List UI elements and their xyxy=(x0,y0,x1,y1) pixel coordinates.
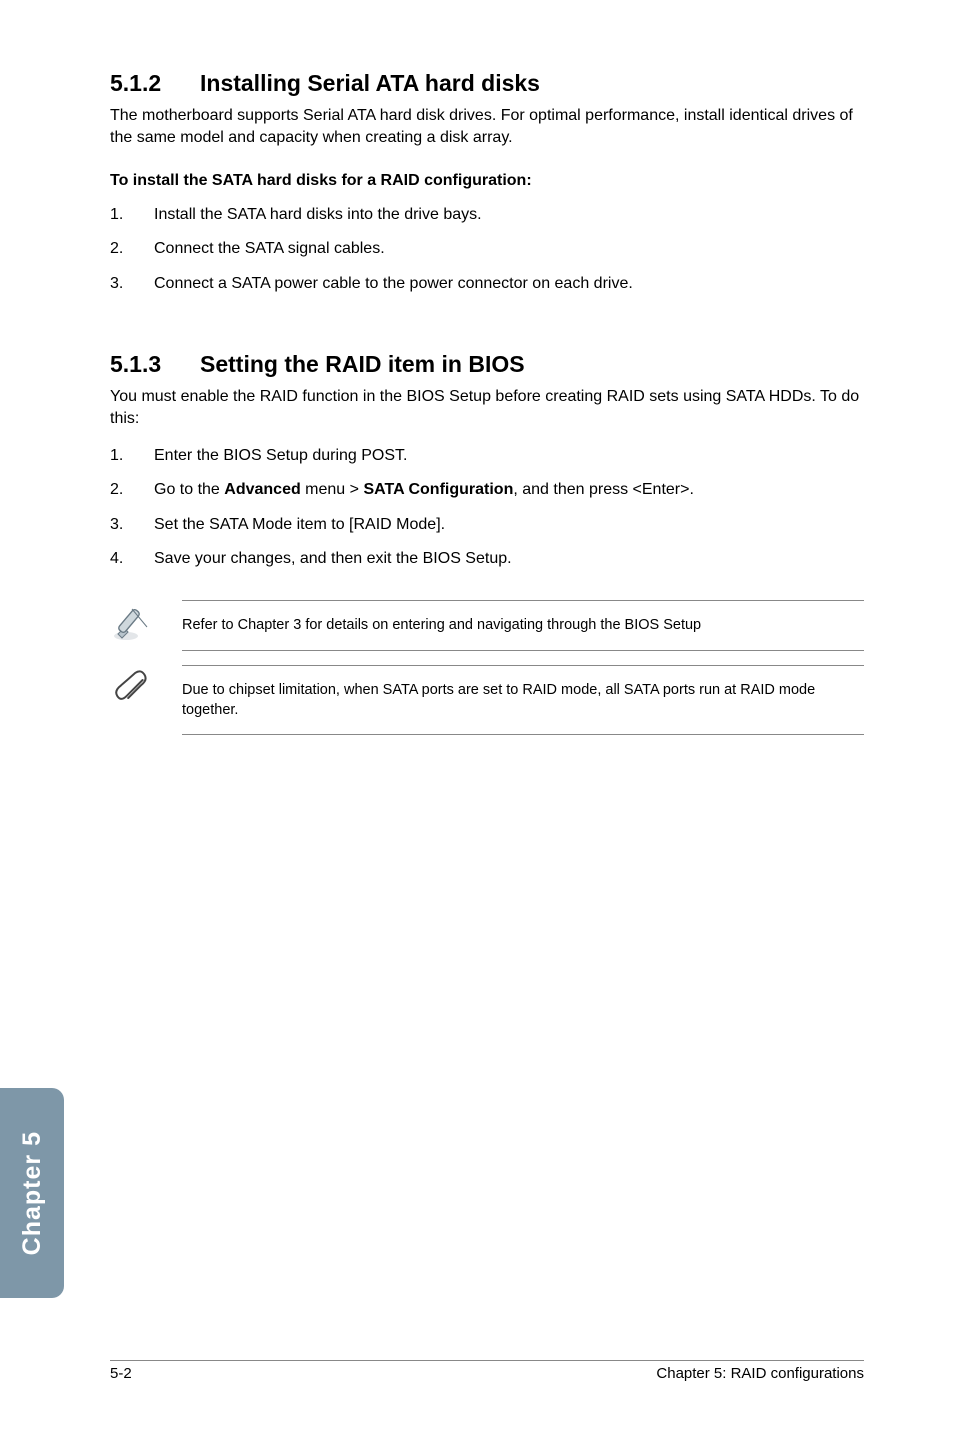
step-text: Enter the BIOS Setup during POST. xyxy=(154,445,407,467)
list-item: 1.Enter the BIOS Setup during POST. xyxy=(110,445,864,467)
step-number: 2. xyxy=(110,238,154,260)
step-number: 3. xyxy=(110,514,154,536)
section1-intro: The motherboard supports Serial ATA hard… xyxy=(110,105,864,150)
chapter-tab: Chapter 5 xyxy=(0,1088,64,1298)
section-heading-512: 5.1.2Installing Serial ATA hard disks xyxy=(110,70,864,97)
step-text: Set the SATA Mode item to [RAID Mode]. xyxy=(154,514,445,536)
section-title: Installing Serial ATA hard disks xyxy=(200,70,540,96)
text-fragment: Go to the xyxy=(154,481,224,498)
note-text: Due to chipset limitation, when SATA por… xyxy=(182,665,864,736)
section2-steps: 1.Enter the BIOS Setup during POST. 2.Go… xyxy=(110,445,864,571)
section-heading-513: 5.1.3Setting the RAID item in BIOS xyxy=(110,351,864,378)
section-number: 5.1.3 xyxy=(110,351,200,378)
list-item: 3.Connect a SATA power cable to the powe… xyxy=(110,273,864,295)
pencil-icon xyxy=(110,600,182,650)
note-block-paperclip: Due to chipset limitation, when SATA por… xyxy=(110,665,864,736)
section1-steps: 1.Install the SATA hard disks into the d… xyxy=(110,204,864,295)
chapter-tab-label: Chapter 5 xyxy=(18,1131,47,1255)
list-item: 2.Connect the SATA signal cables. xyxy=(110,238,864,260)
note-text: Refer to Chapter 3 for details on enteri… xyxy=(182,600,864,650)
step-text: Install the SATA hard disks into the dri… xyxy=(154,204,482,226)
page-footer: 5-2 Chapter 5: RAID configurations xyxy=(110,1360,864,1382)
list-item: 3.Set the SATA Mode item to [RAID Mode]. xyxy=(110,514,864,536)
list-item: 2.Go to the Advanced menu > SATA Configu… xyxy=(110,479,864,501)
page: 5.1.2Installing Serial ATA hard disks Th… xyxy=(0,0,954,1438)
bold-text: Advanced xyxy=(224,481,300,498)
step-number: 1. xyxy=(110,445,154,467)
page-number: 5-2 xyxy=(110,1365,132,1382)
section2-intro: You must enable the RAID function in the… xyxy=(110,386,864,431)
step-number: 4. xyxy=(110,548,154,570)
step-number: 1. xyxy=(110,204,154,226)
step-number: 2. xyxy=(110,479,154,501)
bold-text: SATA Configuration xyxy=(363,481,513,498)
section-number: 5.1.2 xyxy=(110,70,200,97)
step-text: Connect a SATA power cable to the power … xyxy=(154,273,633,295)
footer-title: Chapter 5: RAID configurations xyxy=(656,1365,864,1382)
text-fragment: , and then press <Enter>. xyxy=(513,481,694,498)
step-text: Save your changes, and then exit the BIO… xyxy=(154,548,512,570)
text-fragment: menu > xyxy=(301,481,364,498)
step-number: 3. xyxy=(110,273,154,295)
list-item: 1.Install the SATA hard disks into the d… xyxy=(110,204,864,226)
section1-subheading: To install the SATA hard disks for a RAI… xyxy=(110,172,864,190)
note-block-pencil: Refer to Chapter 3 for details on enteri… xyxy=(110,600,864,650)
step-text: Go to the Advanced menu > SATA Configura… xyxy=(154,479,694,501)
section-title: Setting the RAID item in BIOS xyxy=(200,351,525,377)
list-item: 4.Save your changes, and then exit the B… xyxy=(110,548,864,570)
step-text: Connect the SATA signal cables. xyxy=(154,238,385,260)
paperclip-icon xyxy=(110,665,182,736)
